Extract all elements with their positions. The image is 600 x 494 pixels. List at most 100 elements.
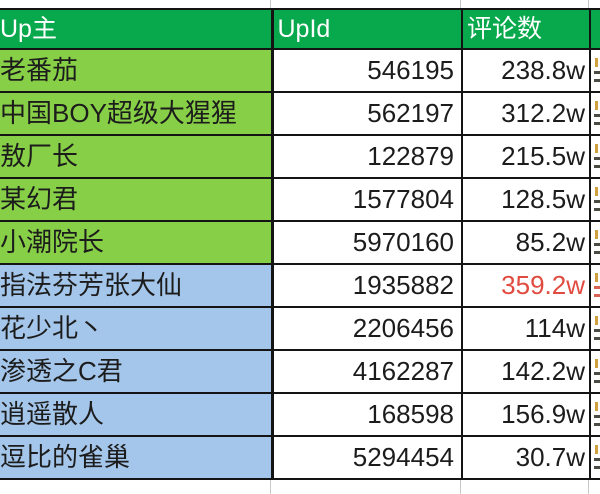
comments-text: 30.7w [515,442,585,472]
cell-up-name[interactable]: 敖厂长 [0,134,274,179]
cell-up-name[interactable]: 指法芬芳张大仙 [0,263,274,308]
gridline-strip-top [0,0,600,8]
up-name-text: 小潮院长 [0,227,105,257]
cell-upid[interactable]: 5970160 [271,220,463,265]
cell-truncated[interactable] [589,306,600,351]
gridline-strip-bottom [0,480,600,494]
clipped-text-fragment [592,266,600,305]
cell-truncated[interactable] [589,349,600,394]
cell-upid[interactable]: 5294454 [271,435,463,480]
comments-text: 156.9w [501,399,585,429]
table-row: 指法芬芳张大仙 1935882 359.2w [0,263,600,308]
clipped-text-fragment [592,352,600,391]
clipped-text-fragment [592,309,600,348]
upid-text: 4162287 [352,356,454,386]
cell-truncated[interactable] [589,177,600,222]
clipped-text-fragment [592,94,600,133]
table-row: 逍遥散人 168598 156.9w [0,392,600,437]
cell-upid[interactable]: 546195 [271,48,463,93]
table-row: 敖厂长 122879 215.5w [0,134,600,179]
up-name-text: 敖厂长 [0,141,79,171]
cell-truncated[interactable] [589,134,600,179]
cell-comments[interactable]: 238.8w [461,48,591,93]
cell-comments[interactable]: 312.2w [461,91,591,136]
cell-upid[interactable]: 1577804 [271,177,463,222]
cell-truncated[interactable] [589,91,600,136]
comments-text: 114w [524,313,585,343]
gridline [460,0,461,8]
upid-text: 5970160 [352,227,454,257]
up-name-text: 中国BOY超级大猩猩 [0,98,237,128]
clipped-text-fragment [592,180,600,219]
up-name-text: 指法芬芳张大仙 [0,270,183,300]
cell-comments[interactable]: 359.2w [461,263,591,308]
comments-text: 85.2w [515,227,585,257]
table-row: 某幻君 1577804 128.5w [0,177,600,222]
column-header-up[interactable]: Up主 [0,8,274,50]
upid-text: 2206456 [352,313,454,343]
clipped-text-fragment [592,395,600,434]
cell-upid[interactable]: 122879 [271,134,463,179]
up-name-text: 渗透之C君 [0,356,123,386]
upid-text: 1577804 [352,184,454,214]
cell-truncated[interactable] [589,435,600,480]
cell-up-name[interactable]: 渗透之C君 [0,349,274,394]
clipped-text-fragment [592,223,600,262]
up-name-text: 某幻君 [0,184,79,214]
gridline [460,480,461,494]
cell-up-name[interactable]: 中国BOY超级大猩猩 [0,91,274,136]
cell-truncated[interactable] [589,48,600,93]
table-row: 逗比的雀巢 5294454 30.7w [0,435,600,480]
table-row: 老番茄 546195 238.8w [0,48,600,93]
up-name-text: 花少北丶 [0,313,105,343]
column-header-comments[interactable]: 评论数 [461,8,591,50]
table-row: 中国BOY超级大猩猩 562197 312.2w [0,91,600,136]
cell-up-name[interactable]: 花少北丶 [0,306,274,351]
upid-text: 168598 [367,399,454,429]
up-name-text: 逗比的雀巢 [0,442,131,472]
upid-text: 122879 [367,141,454,171]
table-row: 小潮院长 5970160 85.2w [0,220,600,265]
cell-upid[interactable]: 4162287 [271,349,463,394]
cell-up-name[interactable]: 某幻君 [0,177,274,222]
column-header-upid[interactable]: UpId [271,8,463,50]
clipped-text-fragment [592,438,600,477]
cell-truncated[interactable] [589,263,600,308]
cell-comments[interactable]: 128.5w [461,177,591,222]
cell-up-name[interactable]: 老番茄 [0,48,274,93]
cell-upid[interactable]: 562197 [271,91,463,136]
cell-truncated[interactable] [589,220,600,265]
cell-comments[interactable]: 142.2w [461,349,591,394]
comments-text: 128.5w [501,184,585,214]
upid-text: 562197 [367,98,454,128]
cell-upid[interactable]: 1935882 [271,263,463,308]
uploader-stats-table: Up主 UpId 评论数 老番茄 546195 238.8w 中国BOY超级大猩… [0,8,600,480]
clipped-text-fragment [592,137,600,176]
cell-comments[interactable]: 85.2w [461,220,591,265]
gridline [588,480,589,494]
cell-upid[interactable]: 168598 [271,392,463,437]
cell-truncated[interactable] [589,392,600,437]
upid-text: 546195 [367,55,454,85]
gridline [270,480,271,494]
cell-up-name[interactable]: 逍遥散人 [0,392,274,437]
cell-comments[interactable]: 30.7w [461,435,591,480]
comments-text: 359.2w [501,270,585,300]
cell-upid[interactable]: 2206456 [271,306,463,351]
comments-text: 215.5w [501,141,585,171]
comments-text: 312.2w [501,98,585,128]
cell-comments[interactable]: 215.5w [461,134,591,179]
table-row: 渗透之C君 4162287 142.2w [0,349,600,394]
comments-text: 142.2w [501,356,585,386]
up-name-text: 逍遥散人 [0,399,105,429]
cell-up-name[interactable]: 逗比的雀巢 [0,435,274,480]
table-body: 老番茄 546195 238.8w 中国BOY超级大猩猩 562197 312.… [0,48,600,480]
cell-up-name[interactable]: 小潮院长 [0,220,274,265]
column-header-truncated[interactable] [589,8,600,50]
cell-comments[interactable]: 156.9w [461,392,591,437]
gridline [270,0,271,8]
upid-text: 1935882 [352,270,454,300]
cell-comments[interactable]: 114w [461,306,591,351]
gridline [588,0,589,8]
